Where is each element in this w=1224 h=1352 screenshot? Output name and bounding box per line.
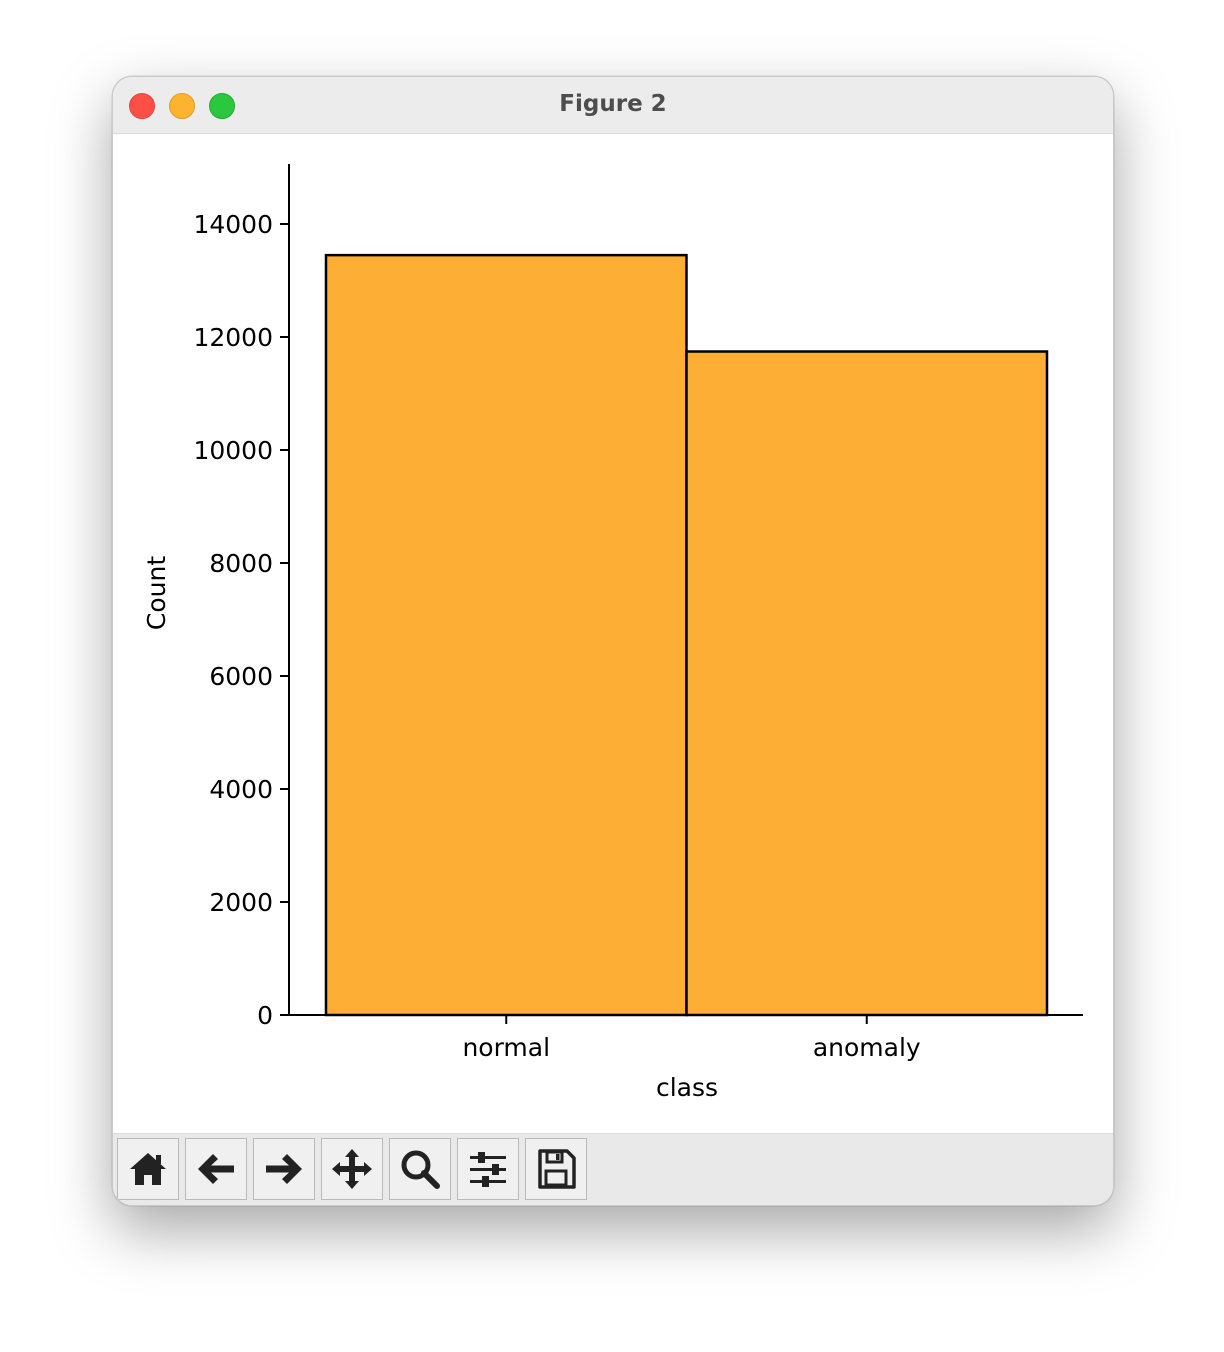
- arrow-right-icon: [266, 1154, 302, 1184]
- move-icon: [332, 1149, 372, 1189]
- x-tick-label: anomaly: [813, 1033, 921, 1062]
- forward-button[interactable]: [253, 1138, 315, 1200]
- axes-group: normal anomaly 0 2000 4000 6000 8000 10000 12000…: [193, 164, 1083, 1062]
- bar-anomaly: [685, 350, 1049, 1017]
- navigation-toolbar: [113, 1133, 1113, 1205]
- sliders-icon: [470, 1152, 506, 1187]
- bar-normal: [324, 253, 688, 1017]
- close-window-button[interactable]: [129, 93, 155, 119]
- y-tick-label: 0: [257, 1001, 273, 1030]
- window-title: Figure 2: [559, 91, 667, 117]
- y-axis-label: Count: [142, 556, 171, 630]
- magnifier-icon: [401, 1150, 440, 1189]
- home-button[interactable]: [117, 1138, 179, 1200]
- arrow-left-icon: [198, 1154, 234, 1184]
- minimize-window-button[interactable]: [169, 93, 195, 119]
- bars-group: [324, 253, 1049, 1017]
- figure-canvas[interactable]: normal anomaly 0 2000 4000 6000 8000 10000 12000…: [113, 134, 1113, 1133]
- y-tick-label: 8000: [209, 549, 273, 578]
- y-tick-label: 2000: [209, 888, 273, 917]
- home-icon: [130, 1153, 166, 1185]
- x-axis-label: class: [656, 1073, 718, 1102]
- y-tick-label: 4000: [209, 775, 273, 804]
- pan-button[interactable]: [321, 1138, 383, 1200]
- y-tick-label: 6000: [209, 662, 273, 691]
- y-tick-label: 14000: [193, 210, 273, 239]
- y-tick-label: 10000: [193, 436, 273, 465]
- x-tick-label: normal: [462, 1033, 550, 1062]
- save-button[interactable]: [525, 1138, 587, 1200]
- bar-chart: normal anomaly 0 2000 4000 6000 8000 10000 12000…: [142, 164, 1083, 1102]
- y-tick-label: 12000: [193, 323, 273, 352]
- configure-subplots-button[interactable]: [457, 1138, 519, 1200]
- zoom-window-button[interactable]: [209, 93, 235, 119]
- floppy-disk-icon: [538, 1149, 576, 1189]
- title-bar[interactable]: Figure 2: [113, 77, 1113, 134]
- back-button[interactable]: [185, 1138, 247, 1200]
- zoom-button[interactable]: [389, 1138, 451, 1200]
- figure-window: Figure 2 normal anomaly 0 2000 4000 6000 8000 1…: [112, 76, 1114, 1206]
